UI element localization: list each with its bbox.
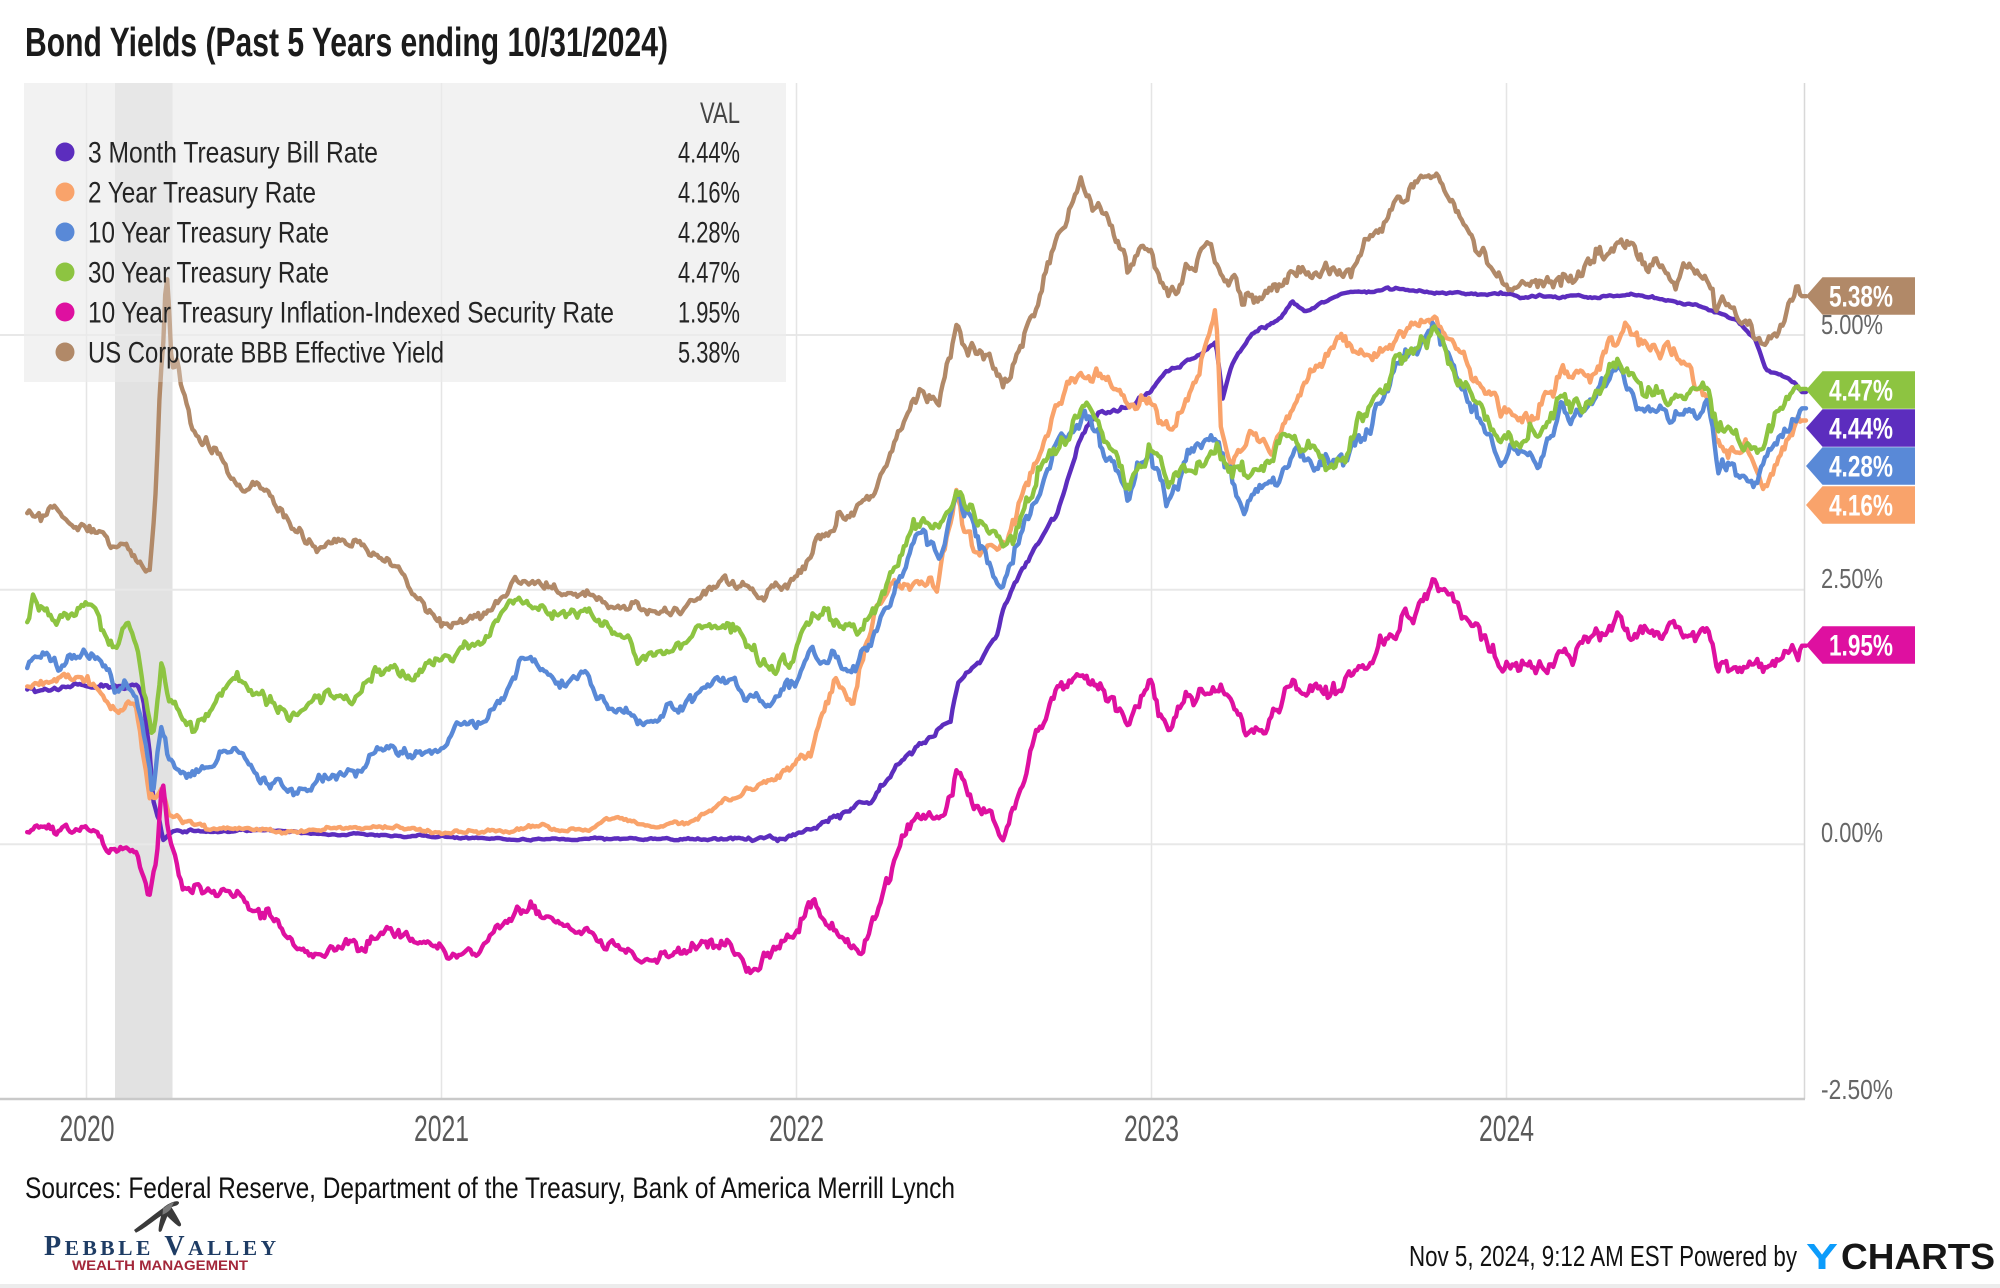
svg-text:0.00%: 0.00% [1821,817,1883,848]
svg-text:4.47%: 4.47% [1829,375,1893,408]
svg-text:Sources: Federal Reserve, Depa: Sources: Federal Reserve, Department of … [25,1172,955,1205]
svg-text:4.44%: 4.44% [1829,413,1893,446]
svg-text:US Corporate BBB Effective Yie: US Corporate BBB Effective Yield [88,337,444,370]
svg-text:4.28%: 4.28% [678,217,740,250]
svg-text:3 Month Treasury Bill Rate: 3 Month Treasury Bill Rate [88,137,378,170]
svg-text:-2.50%: -2.50% [1821,1074,1893,1105]
svg-text:4.44%: 4.44% [678,137,740,170]
svg-text:5.38%: 5.38% [1829,281,1893,314]
svg-text:VAL: VAL [700,97,740,130]
svg-text:4.47%: 4.47% [678,257,740,290]
svg-text:PEBBLE VALLEY: PEBBLE VALLEY [44,1231,280,1262]
svg-text:5.38%: 5.38% [678,337,740,370]
svg-text:1.95%: 1.95% [1829,630,1893,663]
svg-text:10 Year Treasury Inflation-Ind: 10 Year Treasury Inflation-Indexed Secur… [88,297,614,330]
svg-text:4.28%: 4.28% [1829,451,1893,484]
svg-text:2020: 2020 [60,1108,115,1149]
svg-text:2.50%: 2.50% [1821,563,1883,594]
svg-text:10 Year Treasury Rate: 10 Year Treasury Rate [88,217,329,250]
svg-text:2023: 2023 [1124,1108,1179,1149]
svg-text:WEALTH MANAGEMENT: WEALTH MANAGEMENT [72,1258,249,1273]
svg-text:30 Year Treasury Rate: 30 Year Treasury Rate [88,257,329,290]
svg-text:1.95%: 1.95% [678,297,740,330]
svg-text:2022: 2022 [769,1108,824,1149]
svg-text:4.16%: 4.16% [678,177,740,210]
svg-text:2024: 2024 [1479,1108,1534,1149]
svg-text:2021: 2021 [414,1108,469,1149]
svg-text:4.16%: 4.16% [1829,490,1893,523]
svg-text:CHARTS: CHARTS [1841,1236,1995,1277]
svg-text:2 Year Treasury Rate: 2 Year Treasury Rate [88,177,316,210]
svg-text:Nov 5, 2024, 9:12 AM EST Power: Nov 5, 2024, 9:12 AM EST Powered by [1409,1241,1797,1273]
svg-text:Y: Y [1806,1236,1838,1277]
svg-text:Bond Yields (Past 5 Years endi: Bond Yields (Past 5 Years ending 10/31/2… [25,19,668,65]
